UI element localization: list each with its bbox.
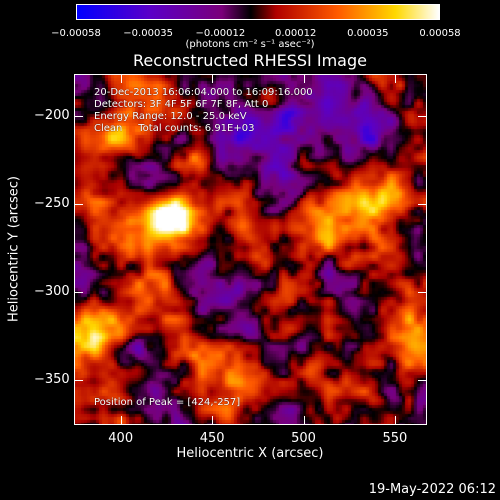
chart-title: Reconstructed RHESSI Image — [133, 51, 367, 70]
colorbar-tick-label: −0.00012 — [195, 28, 246, 39]
y-tick-label: −200 — [34, 107, 70, 123]
x-tick-mark — [303, 416, 305, 424]
y-tick-mark — [418, 115, 426, 117]
x-tick-label: 550 — [382, 431, 408, 446]
x-tick-mark — [394, 416, 396, 424]
x-tick-mark — [120, 75, 122, 83]
y-axis-label: Heliocentric Y (arcsec) — [6, 176, 22, 322]
x-tick-mark — [120, 416, 122, 424]
y-tick-mark — [418, 291, 426, 293]
y-tick-label: −350 — [34, 371, 70, 387]
y-tick-mark — [418, 203, 426, 205]
y-tick-mark — [75, 379, 83, 381]
x-tick-mark — [303, 75, 305, 83]
y-tick-mark — [75, 291, 83, 293]
y-tick-mark — [75, 115, 83, 117]
y-tick-mark — [75, 203, 83, 205]
colorbar-tick-label: 0.00012 — [274, 28, 317, 39]
annotation-time-range: 20-Dec-2013 16:06:04.000 to 16:09:16.000 — [94, 87, 313, 98]
colorbar — [76, 4, 440, 20]
footer-date: 19-May-2022 06:12 — [368, 482, 496, 497]
x-tick-label: 400 — [108, 431, 134, 446]
y-tick-mark — [418, 379, 426, 381]
colorbar-unit-label: (photons cm⁻² s⁻¹ asec⁻²) — [185, 39, 315, 50]
x-tick-mark — [212, 75, 214, 83]
colorbar-tick-label: 0.00035 — [347, 28, 389, 39]
heatmap-image — [75, 75, 426, 424]
colorbar-tick-label: −0.00058 — [51, 28, 101, 39]
y-tick-label: −300 — [34, 283, 70, 299]
annotation-detectors: Detectors: 3F 4F 5F 6F 7F 8F, Att 0 — [94, 99, 269, 110]
annotation-clean-counts: Clean Total counts: 6.91E+03 — [94, 123, 255, 134]
x-tick-mark — [212, 416, 214, 424]
x-tick-label: 500 — [291, 431, 316, 446]
colorbar-tick-label: −0.00035 — [123, 28, 174, 39]
y-tick-label: −250 — [34, 195, 70, 211]
annotation-peak-position: Position of Peak = [424,-257] — [94, 397, 241, 408]
annotation-energy-range: Energy Range: 12.0 - 25.0 keV — [94, 111, 247, 122]
x-axis-label: Heliocentric X (arcsec) — [176, 446, 324, 461]
plot-frame — [74, 74, 427, 425]
x-tick-label: 450 — [199, 431, 225, 446]
colorbar-tick-label: 0.00058 — [419, 28, 461, 39]
x-tick-mark — [394, 75, 396, 83]
